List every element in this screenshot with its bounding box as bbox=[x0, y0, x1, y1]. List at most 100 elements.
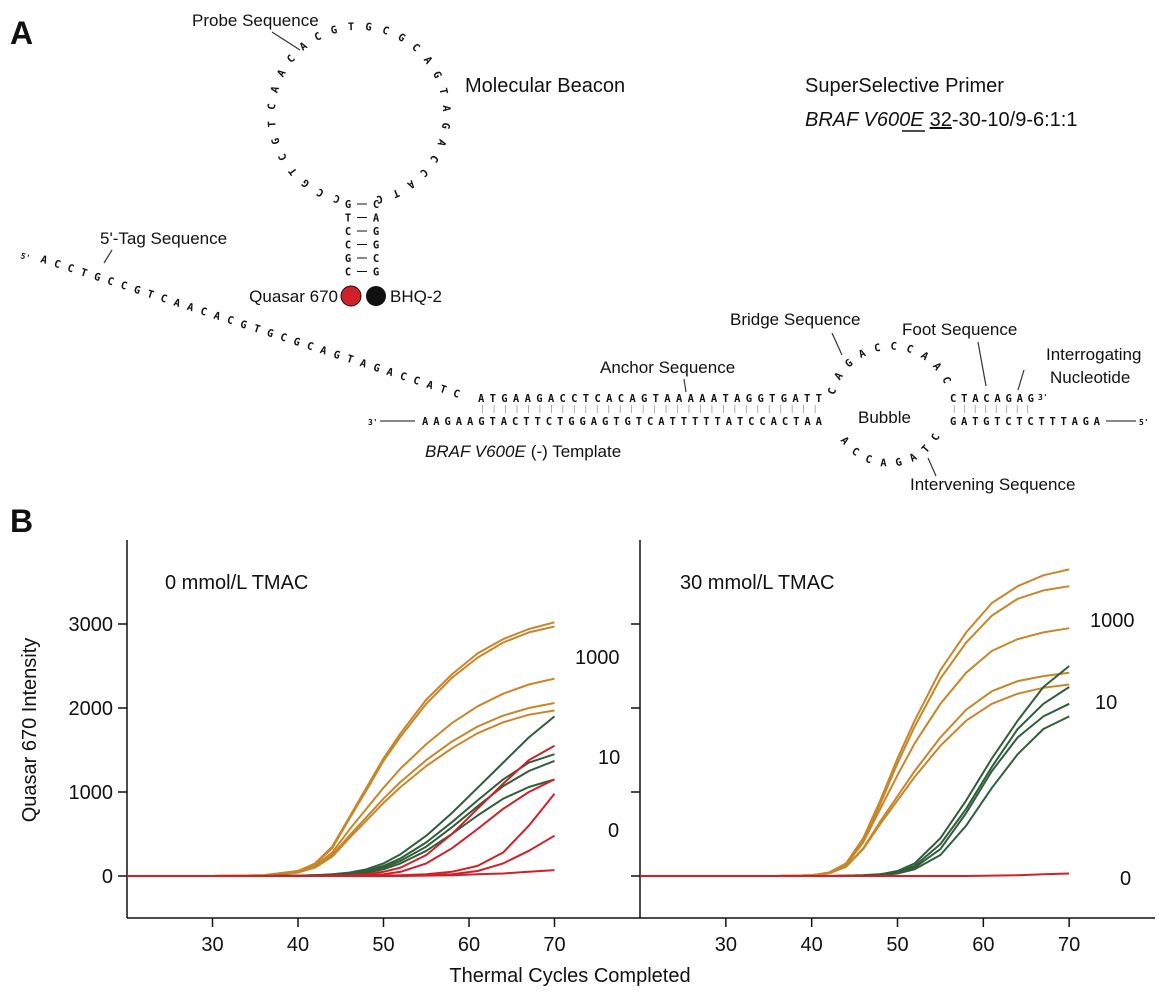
panel-title: 30 mmol/L TMAC bbox=[680, 572, 834, 594]
bubble-label: Bubble bbox=[858, 408, 911, 427]
stem-base: C bbox=[373, 199, 379, 211]
stem-base: G bbox=[373, 226, 379, 238]
curve bbox=[640, 683, 1070, 877]
beacon-title: Molecular Beacon bbox=[465, 75, 625, 97]
template-left: AAGAAGTACTTCTGGAGTGTCATTTTTATCCACTAA bbox=[422, 416, 823, 428]
template-right: GATGTCTCTTTAGA bbox=[950, 416, 1101, 428]
x-axis-label: Thermal Cycles Completed bbox=[449, 965, 690, 987]
curve bbox=[640, 671, 1070, 877]
leader bbox=[927, 457, 937, 477]
y-axis-label: Quasar 670 Intensity bbox=[19, 638, 41, 823]
primer-name: BRAF V600E 32-30-10/9-6:1:1 bbox=[805, 109, 1077, 131]
curve bbox=[640, 872, 1070, 877]
bridge-text: CAGACCCAAC bbox=[826, 340, 947, 396]
stem-base: C bbox=[373, 253, 379, 265]
stem-base: C bbox=[345, 240, 351, 252]
template-suffix: (-) Template bbox=[531, 442, 621, 461]
primer-gene: BRAF V600E bbox=[805, 109, 924, 131]
annotation: 1000 bbox=[575, 647, 620, 669]
curve bbox=[127, 753, 555, 877]
leader bbox=[1017, 369, 1025, 391]
leader bbox=[977, 341, 987, 387]
y-tick-label: 3000 bbox=[69, 614, 114, 636]
tag-label: 5'-Tag Sequence bbox=[100, 229, 227, 248]
template-left-end: 3' bbox=[368, 418, 378, 427]
leader bbox=[831, 332, 843, 356]
template-label: BRAF V600E (-) Template bbox=[425, 442, 621, 461]
foot-sequence: CTACAGAG bbox=[950, 393, 1034, 405]
probe-label: Probe Sequence bbox=[192, 11, 319, 30]
bridge-sequence: CAGACCCAAC bbox=[826, 340, 956, 396]
stem-base: C bbox=[345, 226, 351, 238]
curve bbox=[127, 778, 555, 877]
panel-label: B bbox=[10, 503, 33, 539]
stem-base: G bbox=[345, 253, 351, 265]
curve bbox=[640, 686, 1070, 877]
curve bbox=[127, 625, 555, 877]
primer-title: SuperSelective Primer bbox=[805, 75, 1004, 97]
anchor-sequence: ATGAAGACCTCACAGTAAAAATAGGTGATT bbox=[478, 393, 822, 405]
intervening-text: ACCAGATC bbox=[838, 423, 937, 469]
tag-sequence: ACCTGCCGTCAACACGTGCGCAGTAGACCATC bbox=[39, 253, 461, 400]
x-tick-label: 60 bbox=[458, 934, 480, 956]
x-tick-label: 30 bbox=[201, 934, 223, 956]
loop-sequence: CCGTCGTCAACACGTGCGCAGTAGACCATC bbox=[266, 21, 452, 207]
x-tick-label: 60 bbox=[972, 934, 994, 956]
quencher-label: BHQ-2 bbox=[390, 287, 442, 306]
curve bbox=[127, 709, 555, 877]
anchor-label: Anchor Sequence bbox=[600, 358, 735, 377]
fluorophore-label: Quasar 670 bbox=[249, 287, 338, 306]
curve bbox=[127, 869, 555, 877]
bridge-label: Bridge Sequence bbox=[730, 310, 860, 329]
curve bbox=[127, 621, 555, 877]
leader bbox=[271, 31, 301, 51]
primer-code-b: -30-10/9-6:1:1 bbox=[952, 109, 1078, 131]
curve bbox=[127, 744, 555, 877]
x-tick-label: 50 bbox=[886, 934, 908, 956]
y-tick-label: 2000 bbox=[69, 698, 114, 720]
panel-label: A bbox=[10, 15, 33, 51]
stem-base: C bbox=[345, 267, 351, 279]
template-gene: BRAF V600E bbox=[425, 442, 526, 461]
fluorophore-dot bbox=[340, 285, 362, 307]
quencher-dot bbox=[366, 286, 386, 306]
y-tick-label: 1000 bbox=[69, 782, 114, 804]
annotation: 0 bbox=[1120, 868, 1131, 890]
x-tick-label: 40 bbox=[801, 934, 823, 956]
primer-code-a: 32 bbox=[930, 109, 952, 131]
template-right-end: 5' bbox=[1139, 418, 1149, 427]
interrogating-label: Interrogating bbox=[1046, 345, 1141, 364]
stem: G CT AC GC GG CC G bbox=[345, 199, 380, 279]
stem-base: G bbox=[373, 240, 379, 252]
leader bbox=[683, 378, 687, 393]
annotation: 10 bbox=[1095, 692, 1117, 714]
stem-base: G bbox=[345, 199, 351, 211]
interrogating-label: Nucleotide bbox=[1050, 368, 1130, 387]
x-tick-label: 30 bbox=[715, 934, 737, 956]
leader bbox=[103, 249, 113, 264]
stem-base: T bbox=[345, 213, 351, 225]
x-tick-label: 50 bbox=[372, 934, 394, 956]
y-tick-label: 0 bbox=[102, 866, 113, 888]
x-tick-label: 70 bbox=[1058, 934, 1080, 956]
intervening-sequence: ACCAGATC bbox=[838, 423, 947, 469]
curve bbox=[640, 627, 1070, 877]
intervening-label: Intervening Sequence bbox=[910, 475, 1075, 494]
curve bbox=[640, 585, 1070, 877]
x-tick-label: 40 bbox=[287, 934, 309, 956]
annotation: 0 bbox=[608, 820, 619, 842]
primer-end: 3' bbox=[1038, 393, 1048, 402]
stem-base: A bbox=[373, 213, 380, 225]
panel-title: 0 mmol/L TMAC bbox=[165, 572, 308, 594]
annotation: 1000 bbox=[1090, 610, 1135, 632]
curve bbox=[640, 568, 1070, 877]
foot-label: Foot Sequence bbox=[902, 320, 1017, 339]
x-tick-label: 70 bbox=[543, 934, 565, 956]
tag-end: 5' bbox=[19, 251, 31, 263]
curve bbox=[127, 778, 555, 877]
loop-text: CCGTCGTCAACACGTGCGCAGTAGACCATC bbox=[266, 21, 442, 207]
annotation: 10 bbox=[598, 747, 620, 769]
stem-base: G bbox=[373, 267, 379, 279]
base-pairs bbox=[482, 405, 1029, 413]
